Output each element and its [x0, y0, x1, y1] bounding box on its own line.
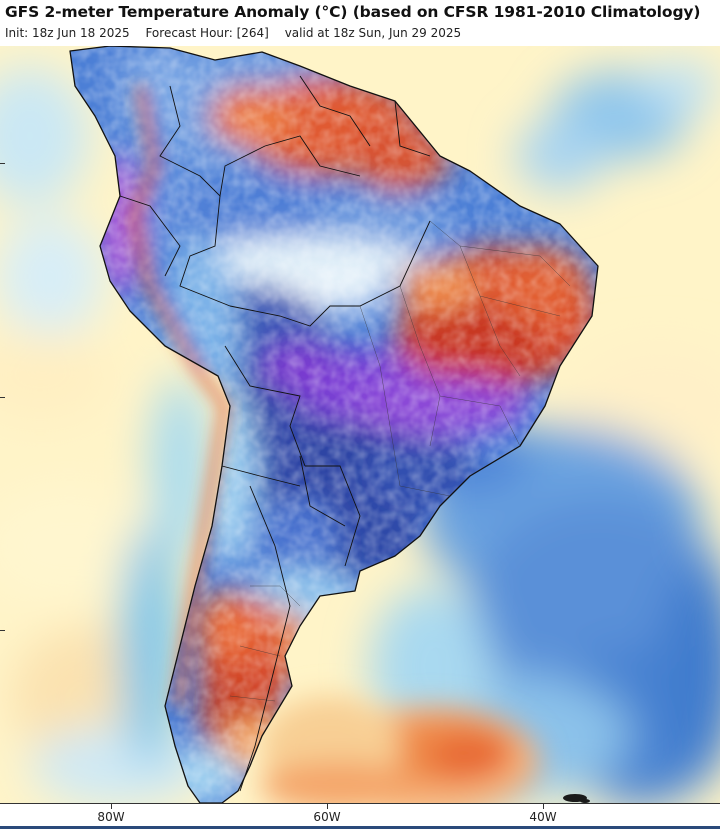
map-title: GFS 2-meter Temperature Anomaly (°C) (ba… — [5, 3, 701, 21]
atlantic-anomaly-field — [370, 61, 720, 803]
andes-anomaly-stripe — [130, 85, 230, 707]
lat-tick — [0, 630, 5, 631]
lat-tick — [0, 163, 5, 164]
init-time: Init: 18z Jun 18 2025 — [5, 26, 130, 40]
map-header: GFS 2-meter Temperature Anomaly (°C) (ba… — [0, 0, 720, 46]
state-borders — [229, 220, 571, 702]
south-atlantic-warm-patch — [260, 696, 540, 803]
map-subtitle: Init: 18z Jun 18 2025 Forecast Hour: [26… — [5, 26, 473, 40]
lon-tick — [111, 804, 112, 809]
lon-label-40w: 40W — [529, 810, 557, 824]
valid-time: valid at 18z Sun, Jun 29 2025 — [284, 26, 462, 40]
anomaly-map-svg — [0, 46, 720, 803]
forecast-hour: Forecast Hour: [264] — [145, 26, 269, 40]
lon-tick — [543, 804, 544, 809]
lat-tick — [0, 397, 5, 398]
bottom-bar — [0, 826, 720, 829]
pacific-anomaly-field — [0, 66, 210, 803]
lon-tick — [327, 804, 328, 809]
longitude-axis: 80W 60W 40W — [0, 803, 720, 830]
continent-coastline — [69, 46, 599, 803]
lon-label-60w: 60W — [313, 810, 341, 824]
anomaly-map — [0, 46, 720, 803]
lon-label-80w: 80W — [97, 810, 125, 824]
